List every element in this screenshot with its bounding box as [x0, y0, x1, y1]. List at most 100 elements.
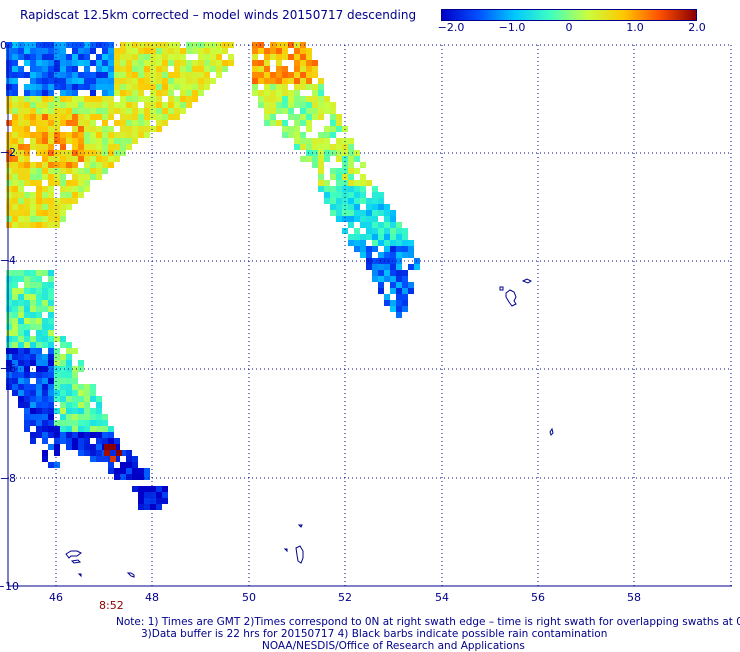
- wind-cell: [24, 48, 30, 54]
- wind-cell: [48, 72, 54, 78]
- wind-cell: [378, 234, 384, 240]
- wind-cell: [48, 372, 54, 378]
- wind-cell: [24, 420, 30, 426]
- wind-cell: [66, 108, 72, 114]
- wind-cell: [84, 174, 90, 180]
- wind-cell: [36, 198, 42, 204]
- wind-cell: [300, 132, 306, 138]
- wind-cell: [72, 120, 78, 126]
- wind-cell: [30, 324, 36, 330]
- wind-cell: [42, 378, 48, 384]
- wind-cell: [66, 420, 72, 426]
- wind-cell: [48, 216, 54, 222]
- wind-cell: [306, 138, 312, 144]
- wind-cell: [252, 72, 258, 78]
- wind-cell: [54, 450, 60, 456]
- wind-cell: [36, 318, 42, 324]
- wind-cell: [132, 126, 138, 132]
- wind-cell: [24, 300, 30, 306]
- wind-cell: [84, 438, 90, 444]
- wind-cell: [84, 402, 90, 408]
- wind-cell: [318, 144, 324, 150]
- wind-cell: [36, 144, 42, 150]
- wind-cell: [66, 408, 72, 414]
- wind-cell: [90, 132, 96, 138]
- wind-cell: [384, 222, 390, 228]
- wind-cell: [156, 66, 162, 72]
- wind-cell: [12, 324, 18, 330]
- wind-cell: [12, 306, 18, 312]
- wind-cell: [66, 114, 72, 120]
- wind-cell: [102, 72, 108, 78]
- wind-cell: [216, 42, 222, 48]
- wind-cell: [348, 186, 354, 192]
- wind-cell: [48, 432, 54, 438]
- wind-cell: [192, 96, 198, 102]
- wind-cell: [12, 96, 18, 102]
- wind-cell: [150, 78, 156, 84]
- wind-cell: [6, 108, 12, 114]
- wind-cell: [84, 120, 90, 126]
- wind-cell: [18, 372, 24, 378]
- wind-cell: [18, 48, 24, 54]
- wind-cell: [18, 312, 24, 318]
- wind-cell: [60, 372, 66, 378]
- wind-cell: [72, 156, 78, 162]
- wind-cell: [30, 318, 36, 324]
- wind-cell: [84, 432, 90, 438]
- wind-cell: [30, 342, 36, 348]
- wind-cell: [24, 426, 30, 432]
- wind-cell: [384, 216, 390, 222]
- wind-cell: [24, 96, 30, 102]
- wind-cell: [192, 66, 198, 72]
- island-outline: [126, 572, 135, 578]
- wind-cell: [354, 156, 360, 162]
- wind-cell: [60, 162, 66, 168]
- wind-cell: [312, 66, 318, 72]
- wind-cell: [126, 114, 132, 120]
- wind-cell: [42, 102, 48, 108]
- wind-cell: [48, 108, 54, 114]
- wind-cell: [30, 348, 36, 354]
- wind-cell: [36, 42, 42, 48]
- wind-cell: [36, 174, 42, 180]
- wind-cell: [12, 294, 18, 300]
- wind-cell: [36, 336, 42, 342]
- wind-cell: [390, 240, 396, 246]
- wind-cell: [36, 426, 42, 432]
- wind-cell: [30, 120, 36, 126]
- wind-cell: [216, 60, 222, 66]
- wind-cell: [390, 234, 396, 240]
- wind-cell: [384, 294, 390, 300]
- wind-cell: [18, 336, 24, 342]
- wind-cell: [60, 78, 66, 84]
- wind-cell: [72, 420, 78, 426]
- wind-cell: [252, 78, 258, 84]
- wind-cell: [30, 204, 36, 210]
- wind-cell: [204, 78, 210, 84]
- wind-cell: [78, 102, 84, 108]
- wind-cell: [24, 378, 30, 384]
- wind-cell: [72, 162, 78, 168]
- wind-cell: [174, 78, 180, 84]
- wind-cell: [336, 174, 342, 180]
- wind-cell: [60, 138, 66, 144]
- y-tick-label: −2: [0, 146, 16, 159]
- wind-cell: [18, 348, 24, 354]
- wind-cell: [96, 114, 102, 120]
- wind-cell: [96, 168, 102, 174]
- wind-cell: [24, 90, 30, 96]
- wind-cell: [72, 102, 78, 108]
- wind-cell: [390, 282, 396, 288]
- wind-cell: [324, 138, 330, 144]
- wind-cell: [204, 48, 210, 54]
- wind-cell: [12, 312, 18, 318]
- wind-cell: [12, 126, 18, 132]
- wind-cell: [24, 282, 30, 288]
- wind-cell: [42, 324, 48, 330]
- wind-cell: [72, 180, 78, 186]
- wind-cell: [102, 84, 108, 90]
- wind-cell: [30, 180, 36, 186]
- wind-cell: [348, 222, 354, 228]
- wind-cell: [6, 96, 12, 102]
